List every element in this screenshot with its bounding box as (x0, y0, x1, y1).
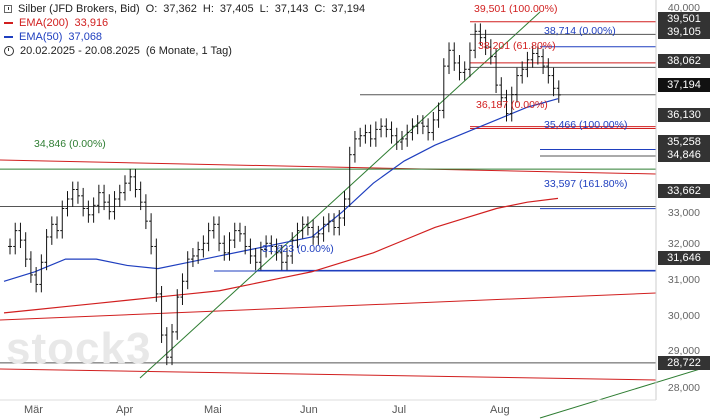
upper-channel-line (0, 159, 657, 175)
ema200-polyline (3, 197, 559, 314)
x-month-apr: Apr (116, 404, 134, 416)
x-month-mar: Mär (24, 404, 43, 416)
x-month-jul: Jul (392, 404, 407, 416)
lower-green-line (539, 365, 710, 419)
price-tag-36130: 36,130 (658, 108, 710, 122)
y-tick-40000: 40,000 (667, 2, 700, 14)
high-label: H: (202, 3, 214, 15)
ema50-value: 37,068 (68, 31, 103, 43)
clock-icon (4, 46, 14, 56)
bottom-trend-line (0, 368, 657, 381)
y-tick-29000: 29,000 (667, 345, 700, 357)
price-tag-current: 37,194 (658, 78, 710, 92)
close-value: 37,194 (331, 3, 366, 15)
fib-label-33597: 33,597 (161.80%) (544, 178, 628, 190)
fib-label-34846: 34,846 (0.00%) (34, 138, 106, 150)
price-tag-33662: 33,662 (658, 184, 710, 198)
ema200-value: 33,916 (74, 17, 109, 29)
open-value: 37,362 (163, 3, 197, 15)
low-value: 37,143 (274, 3, 309, 15)
chart-legend: Silber (JFD Brokers, Bid) O: 37,362 H: 37,… (4, 2, 365, 58)
watermark: stock3 (6, 324, 152, 373)
price-tag-39105: 39,105 (658, 25, 710, 39)
fib-label-38714: 38,714 (0.00%) (544, 25, 616, 37)
x-month-aug: Aug (490, 404, 510, 416)
price-tag-35258: 35,258 (658, 135, 710, 149)
ema200-line (3, 197, 559, 314)
ema50-line (3, 98, 559, 282)
x-month-mai: Mai (204, 404, 222, 416)
ema50-polyline (3, 98, 559, 282)
fib-label-35466: 35,466 (100.00%) (544, 119, 628, 131)
ema200-swatch (4, 22, 13, 24)
open-label: O: (145, 3, 158, 15)
uptrend-line (139, 11, 541, 379)
instrument-name: Silber (JFD Brokers, Bid) (18, 3, 140, 15)
period-label: (6 Monate, 1 Tag) (145, 45, 232, 57)
fib-label-31623: 31,623 (0.00%) (262, 243, 334, 255)
price-tag-34846: 34,846 (658, 148, 710, 162)
level-lines (0, 21, 656, 364)
y-tick-32000: 32,000 (667, 238, 700, 250)
fib-label-36187: 36,187 (0.00%) (476, 99, 548, 111)
y-tick-33000: 33,000 (667, 207, 700, 219)
price-tag-31646: 31,646 (658, 251, 710, 265)
fib-label-39501: 39,501 (100.00%) (474, 3, 558, 15)
fib-label-38201: 38,201 (61.80%) (478, 40, 556, 52)
ema50-swatch (4, 36, 13, 38)
date-range: 20.02.2025 - 20.08.2025 (20, 45, 140, 57)
low-label: L: (259, 3, 269, 15)
y-tick-31000: 31,000 (667, 274, 700, 286)
price-tag-38062: 38,062 (658, 54, 710, 68)
ema200-label: EMA(200) (19, 17, 69, 29)
ohlc-bars (8, 23, 561, 366)
high-value: 37,405 (219, 3, 254, 15)
expand-icon[interactable] (4, 5, 12, 13)
ema50-label: EMA(50) (19, 31, 63, 43)
close-label: C: (314, 3, 326, 15)
y-tick-28000: 28,000 (667, 382, 700, 394)
channel-lines (0, 11, 710, 419)
x-month-jun: Jun (300, 404, 318, 416)
price-tag-28722: 28,722 (658, 356, 710, 370)
price-tag-39501: 39,501 (658, 12, 710, 26)
y-tick-30000: 30,000 (667, 310, 700, 322)
lower-channel-line (0, 292, 657, 321)
